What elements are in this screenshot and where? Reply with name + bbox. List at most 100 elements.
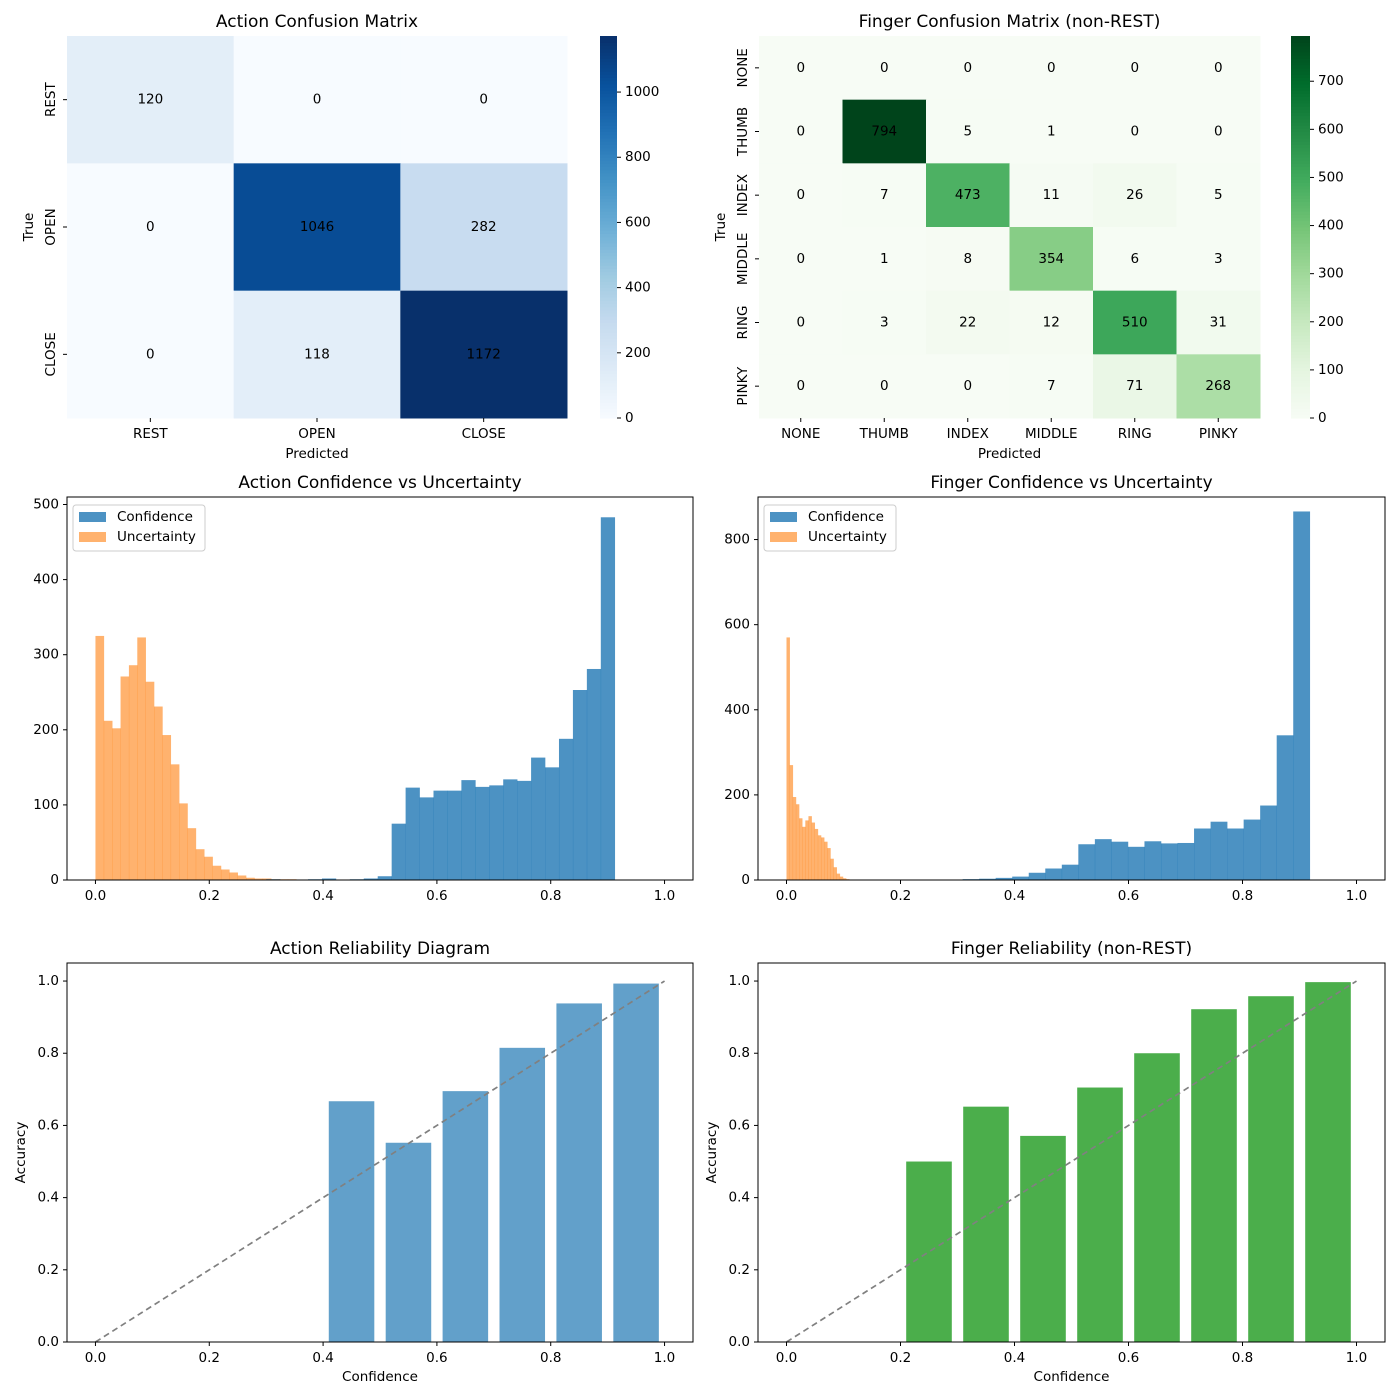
hist-bar-confidence [1160, 843, 1178, 880]
heatmap-cell [1176, 227, 1261, 292]
hist-bar-confidence [1012, 876, 1030, 880]
colorbar-segment [1291, 99, 1310, 104]
colorbar-segment [600, 290, 617, 295]
colorbar-segment [1291, 90, 1310, 94]
colorbar-segment [1291, 182, 1310, 187]
cell-label: 1 [1047, 124, 1056, 140]
legend-swatch [79, 532, 106, 542]
hist-bar-uncertainty [162, 735, 172, 880]
colorbar-segment [1291, 386, 1310, 390]
hist-bar-confidence [1276, 735, 1294, 880]
hist-bar-confidence [586, 668, 602, 880]
reliability-bar [963, 1106, 1009, 1342]
cell-label: 0 [796, 124, 805, 140]
cell-label: 1172 [466, 346, 500, 362]
colorbar-segment [600, 376, 617, 381]
colorbar-segment [1291, 367, 1310, 371]
cell-label: 7 [1047, 378, 1056, 394]
colorbar-segment [1291, 268, 1310, 273]
heatmap-cell [1093, 354, 1177, 419]
hist-bar-confidence [503, 779, 518, 880]
hist-bar-uncertainty [103, 720, 113, 880]
colorbar-segment [1291, 39, 1310, 43]
colorbar-segment [1291, 376, 1310, 381]
heatmap-cell [759, 227, 843, 292]
colorbar-segment [1291, 217, 1310, 222]
colorbar-segment [600, 268, 617, 273]
colorbar-segment [600, 398, 617, 403]
hist-bar-confidence [600, 517, 616, 880]
colorbar-segment [1291, 338, 1310, 343]
cell-label: 31 [1210, 315, 1227, 331]
hist-bar-uncertainty [120, 676, 130, 880]
heatmap-cell [842, 354, 927, 419]
colorbar-segment [1291, 125, 1310, 129]
colorbar-tick-label: 400 [625, 280, 651, 296]
colorbar-segment [1291, 150, 1310, 155]
cell-label: 0 [1130, 60, 1139, 76]
colorbar-tick-label: 500 [1318, 169, 1344, 185]
heatmap-cell [926, 99, 1010, 164]
colorbar-segment [600, 325, 617, 330]
axes-frame [66, 496, 694, 881]
colorbar-segment [1291, 55, 1310, 59]
x-tick-label: 0.2 [890, 888, 911, 904]
colorbar-segment [1291, 306, 1310, 311]
hist-bar-uncertainty [212, 865, 222, 880]
heatmap-cell [1176, 99, 1261, 164]
hist-bar-uncertainty [836, 873, 841, 880]
hist-bar-confidence [1078, 844, 1096, 880]
cell-label: 0 [796, 251, 805, 267]
heatmap-cell [1009, 227, 1094, 292]
heatmap-cell [1009, 36, 1094, 101]
hist-bar-confidence [1144, 841, 1162, 880]
hist-bar-uncertainty [154, 706, 163, 880]
cell-label: 1046 [300, 219, 334, 235]
colorbar-segment [600, 373, 617, 378]
colorbar-segment [600, 137, 617, 142]
hist-bar-uncertainty [811, 822, 816, 880]
y-axis-label: Accuracy [704, 1122, 720, 1184]
colorbar-segment [1291, 61, 1310, 66]
hist-bar-confidence [545, 767, 560, 880]
hist-bar-uncertainty [805, 820, 809, 880]
colorbar-segment [1291, 271, 1310, 276]
colorbar-segment [600, 201, 617, 206]
x-tick-label: 0.2 [890, 1350, 911, 1366]
reliability-bar [1248, 996, 1294, 1342]
hist-bar-confidence [1227, 828, 1244, 880]
colorbar-segment [1291, 211, 1310, 215]
colorbar-segment [1291, 201, 1310, 206]
colorbar-segment [1291, 335, 1310, 340]
x-tick-label: 0.0 [85, 888, 106, 904]
colorbar-tick-label: 0 [1318, 410, 1327, 426]
cell-label: 71 [1126, 378, 1143, 394]
reliability-bar [556, 1003, 602, 1342]
x-tick-label: 0.8 [540, 1350, 561, 1366]
hist-bar-confidence [1127, 846, 1145, 880]
cell-label: 22 [959, 315, 976, 331]
colorbar-segment [600, 217, 617, 222]
heatmap-cell [1093, 290, 1177, 355]
colorbar-segment [600, 80, 617, 85]
colorbar-segment [1291, 319, 1310, 324]
hist-bar-uncertainty [204, 856, 213, 880]
cell-label: 0 [963, 60, 972, 76]
colorbar-segment [600, 363, 617, 368]
finger_hist-confidence-bars [946, 511, 1311, 880]
colorbar-segment [600, 71, 617, 75]
cell-label: 3 [1214, 251, 1223, 267]
colorbar-segment [600, 389, 617, 394]
hist-bar-uncertainty [833, 867, 837, 880]
heatmap-cell [400, 163, 568, 292]
hist-bar-confidence [1194, 828, 1211, 880]
colorbar-segment [1291, 297, 1310, 301]
finger_hist-panel: Finger Confidence vs Uncertainty Confiden… [724, 473, 1386, 904]
x-tick-label: 0.6 [426, 888, 447, 904]
y-tick-label: 400 [33, 572, 59, 588]
colorbar-segment [1291, 64, 1310, 69]
hist-bar-confidence [995, 877, 1013, 880]
colorbar-segment [1291, 160, 1310, 164]
colorbar-tick-label: 0 [625, 410, 634, 426]
